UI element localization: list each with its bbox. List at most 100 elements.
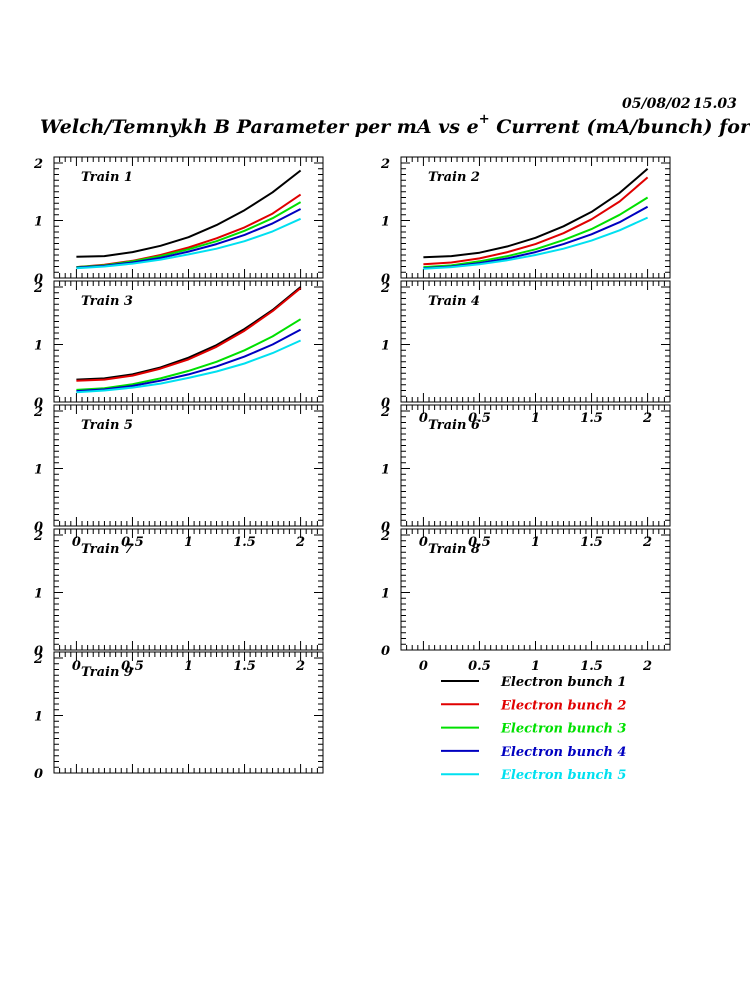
legend-label: Electron bunch 5 [500, 768, 626, 783]
y-tick-label: 1 [381, 215, 390, 230]
y-tick-label: 2 [380, 157, 390, 172]
x-tick-label: 0 [72, 659, 81, 674]
panel-train-3: 0 1 2 Train 3 [33, 280, 324, 411]
x-tick-label: 2 [642, 535, 652, 550]
series-line-bunch-2 [423, 176, 649, 266]
y-tick-label: 1 [34, 339, 43, 354]
panel-label: Train 6 [428, 418, 480, 433]
legend-item-4: Electron bunch 4 [441, 745, 626, 760]
figure-title-sup: + [479, 112, 490, 127]
x-tick-label: 0.5 [468, 535, 491, 550]
panel-label: Train 4 [428, 294, 480, 309]
x-tick-label: 1.5 [580, 411, 603, 426]
figure-title-pre: Welch/Temnykh B Parameter per mA vs e [40, 116, 479, 138]
x-tick-label: 2 [295, 535, 305, 550]
series-line-bunch-1 [76, 169, 302, 258]
y-tick-label: 0 [381, 644, 390, 659]
series-line-bunch-3 [423, 196, 649, 269]
legend-item-3: Electron bunch 3 [441, 722, 626, 737]
y-tick-label: 1 [381, 463, 390, 478]
y-tick-label: 1 [34, 463, 43, 478]
x-tick-label: 0.5 [121, 659, 144, 674]
y-tick-label: 0 [34, 767, 43, 782]
y-tick-label: 2 [33, 529, 43, 544]
x-tick-label: 0 [72, 535, 81, 550]
panel-label: Train 1 [81, 170, 133, 185]
x-tick-label: 1 [531, 535, 540, 550]
series-line-bunch-2 [76, 287, 302, 382]
panel-label: Train 8 [428, 542, 480, 557]
legend-label: Electron bunch 4 [500, 745, 626, 760]
series-line-bunch-5 [76, 217, 302, 270]
y-tick-label: 2 [33, 157, 43, 172]
x-tick-label: 1 [531, 659, 540, 674]
panel-label: Train 5 [81, 418, 133, 433]
legend-item-5: Electron bunch 5 [441, 768, 626, 783]
header-date: 05/08/02 [622, 96, 691, 112]
y-tick-label: 1 [381, 587, 390, 602]
panel-label: Train 2 [428, 170, 480, 185]
legend-item-1: Electron bunch 1 [441, 675, 626, 690]
y-tick-label: 2 [380, 405, 390, 420]
y-tick-label: 0 [381, 396, 390, 411]
panel-train-9: 0 1 2 Train 9 [33, 651, 324, 782]
figure-title-post: Current (mA/bunch) for Job 871 [490, 116, 750, 138]
y-tick-label: 2 [33, 281, 43, 296]
x-tick-label: 1.5 [233, 535, 256, 550]
x-tick-label: 1.5 [580, 659, 603, 674]
x-tick-label: 2 [642, 659, 652, 674]
y-tick-label: 0 [34, 644, 43, 659]
x-tick-label: 1.5 [580, 535, 603, 550]
y-tick-label: 2 [380, 529, 390, 544]
x-tick-label: 0 [419, 535, 428, 550]
y-tick-label: 2 [33, 652, 43, 667]
x-tick-label: 0.5 [121, 535, 144, 550]
series-line-bunch-4 [76, 328, 302, 393]
y-tick-label: 2 [380, 281, 390, 296]
y-tick-label: 0 [381, 520, 390, 535]
series-line-bunch-5 [76, 339, 302, 394]
x-tick-label: 1 [531, 411, 540, 426]
legend-label: Electron bunch 3 [500, 722, 626, 737]
x-tick-label: 0.5 [468, 411, 491, 426]
legend-label: Electron bunch 1 [500, 675, 626, 690]
series-line-bunch-4 [76, 208, 302, 269]
y-tick-label: 1 [34, 587, 43, 602]
panel-label: Train 7 [81, 542, 133, 557]
x-tick-label: 1 [184, 535, 193, 550]
panel-label: Train 9 [81, 665, 133, 680]
y-tick-label: 2 [33, 405, 43, 420]
panel-train-1: 0 1 2 Train 1 [33, 156, 324, 287]
header-time: 15.03 [693, 96, 737, 112]
y-tick-label: 0 [34, 396, 43, 411]
y-tick-label: 1 [34, 215, 43, 230]
y-tick-label: 1 [381, 339, 390, 354]
series-line-bunch-1 [423, 168, 649, 259]
panel-train-2: 0 1 2 Train 2 [380, 156, 671, 287]
figure-title: Welch/Temnykh B Parameter per mA vs e+ C… [40, 112, 750, 138]
legend-label: Electron bunch 2 [500, 698, 626, 713]
series-line-bunch-5 [423, 216, 649, 270]
series-line-bunch-1 [76, 286, 302, 381]
legend: Electron bunch 1 Electron bunch 2 Electron… [441, 675, 626, 783]
y-tick-label: 1 [34, 710, 43, 725]
panel-train-8: 0 1 2 0 0.5 1 1.5 2 Train 8 [380, 528, 671, 674]
x-tick-label: 1 [184, 659, 193, 674]
x-tick-label: 2 [295, 659, 305, 674]
panel-label: Train 3 [81, 294, 133, 309]
legend-item-2: Electron bunch 2 [441, 698, 626, 713]
x-tick-label: 1.5 [233, 659, 256, 674]
x-tick-label: 0 [419, 411, 428, 426]
series-line-bunch-3 [76, 201, 302, 269]
y-tick-label: 0 [34, 272, 43, 287]
series-line-bunch-3 [76, 318, 302, 391]
x-tick-label: 0.5 [468, 659, 491, 674]
x-tick-label: 2 [642, 411, 652, 426]
y-tick-label: 0 [381, 272, 390, 287]
y-tick-label: 0 [34, 520, 43, 535]
